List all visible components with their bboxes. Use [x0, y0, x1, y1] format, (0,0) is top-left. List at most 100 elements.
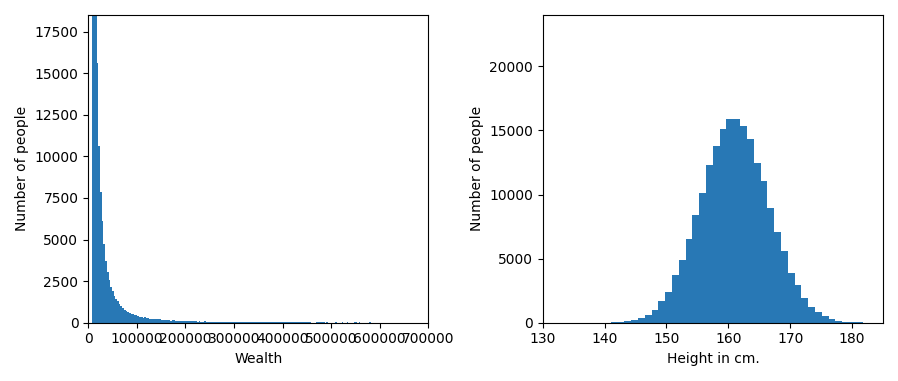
Bar [124, 310, 126, 323]
Y-axis label: Number of people: Number of people [470, 106, 484, 231]
Bar [200, 322, 202, 323]
Bar [243, 322, 244, 323]
Bar [238, 322, 240, 323]
Bar [146, 318, 147, 323]
Bar [624, 321, 631, 323]
Y-axis label: Number of people: Number of people [15, 106, 29, 231]
Bar [700, 193, 706, 323]
Bar [149, 319, 151, 323]
Bar [618, 322, 624, 323]
Bar [101, 221, 103, 323]
Bar [781, 251, 788, 323]
Bar [100, 192, 101, 323]
Bar [248, 322, 250, 323]
Bar [132, 314, 134, 323]
Bar [160, 319, 162, 323]
Bar [112, 291, 114, 323]
Bar [137, 315, 139, 323]
Bar [95, 0, 97, 323]
Bar [842, 322, 849, 323]
Bar [197, 322, 198, 323]
Bar [679, 260, 686, 323]
Bar [255, 322, 257, 323]
Bar [257, 322, 259, 323]
Bar [209, 322, 211, 323]
Bar [185, 321, 187, 323]
Bar [198, 322, 200, 323]
Bar [103, 245, 105, 323]
Bar [115, 299, 117, 323]
Bar [835, 321, 842, 323]
Bar [706, 165, 713, 323]
Bar [177, 320, 179, 323]
X-axis label: Height in cm.: Height in cm. [666, 352, 760, 366]
Bar [692, 215, 700, 323]
Bar [229, 322, 231, 323]
Bar [120, 306, 122, 323]
Bar [719, 129, 726, 323]
Bar [92, 0, 93, 323]
Bar [734, 119, 740, 323]
Bar [141, 317, 143, 323]
Bar [795, 285, 801, 323]
Bar [183, 321, 185, 323]
Bar [173, 320, 175, 323]
Bar [109, 280, 110, 323]
Bar [179, 321, 180, 323]
Bar [849, 322, 856, 323]
Bar [242, 322, 243, 323]
Bar [244, 322, 246, 323]
Bar [216, 322, 217, 323]
Bar [308, 322, 309, 323]
Bar [97, 63, 99, 323]
Bar [761, 181, 767, 323]
Bar [99, 146, 100, 323]
Bar [265, 322, 267, 323]
Bar [829, 319, 835, 323]
Bar [117, 301, 119, 323]
Bar [119, 304, 120, 323]
Bar [207, 322, 209, 323]
Bar [136, 315, 137, 323]
Bar [822, 316, 829, 323]
Bar [774, 232, 781, 323]
Bar [129, 313, 131, 323]
Bar [107, 272, 109, 323]
Bar [175, 321, 177, 323]
Bar [168, 320, 170, 323]
Bar [204, 322, 206, 323]
Bar [180, 321, 181, 323]
Bar [236, 322, 238, 323]
Bar [631, 320, 638, 323]
Bar [277, 322, 278, 323]
Bar [270, 322, 272, 323]
Bar [151, 319, 153, 323]
Bar [240, 322, 242, 323]
Bar [134, 315, 136, 323]
Bar [202, 322, 204, 323]
Bar [246, 322, 248, 323]
Bar [158, 319, 160, 323]
Bar [278, 322, 280, 323]
Bar [767, 208, 774, 323]
Bar [665, 292, 672, 323]
Bar [162, 320, 163, 323]
Bar [211, 322, 212, 323]
Bar [126, 311, 128, 323]
Bar [815, 312, 822, 323]
Bar [143, 317, 145, 323]
Bar [189, 321, 190, 323]
Bar [233, 322, 234, 323]
Bar [259, 322, 260, 323]
Bar [672, 275, 679, 323]
Bar [114, 296, 115, 323]
Bar [181, 321, 183, 323]
Bar [658, 301, 665, 323]
Bar [196, 321, 197, 323]
Bar [686, 239, 692, 323]
Bar [251, 322, 253, 323]
Bar [219, 322, 221, 323]
Bar [267, 322, 269, 323]
Bar [128, 312, 129, 323]
Bar [808, 307, 815, 323]
